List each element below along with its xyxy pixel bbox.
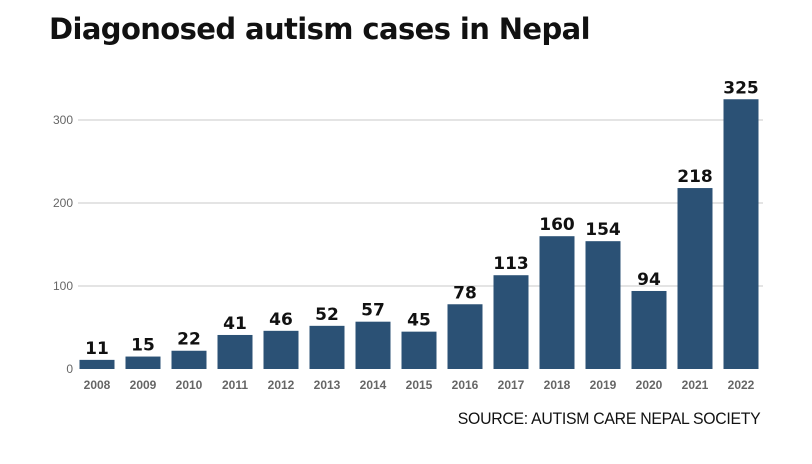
bar-value-label: 325 bbox=[723, 78, 759, 98]
bar-2014 bbox=[355, 321, 391, 369]
bar-2008 bbox=[79, 359, 115, 369]
bar-2015 bbox=[401, 331, 437, 369]
bar-value-label: 94 bbox=[637, 270, 661, 290]
bar-2013 bbox=[309, 325, 345, 369]
bar-value-label: 41 bbox=[223, 314, 247, 334]
bar-2011 bbox=[217, 334, 253, 369]
bar-value-label: 45 bbox=[407, 311, 431, 331]
x-tick-label: 2011 bbox=[222, 378, 248, 392]
y-tick-label: 200 bbox=[53, 196, 73, 210]
bar-2021 bbox=[677, 188, 713, 369]
bar-2022 bbox=[723, 99, 759, 369]
x-tick-label: 2016 bbox=[452, 378, 479, 392]
x-tick-label: 2013 bbox=[314, 378, 341, 392]
x-tick-label: 2021 bbox=[682, 378, 709, 392]
x-tick-label: 2019 bbox=[590, 378, 617, 392]
bar-2020 bbox=[631, 290, 667, 369]
bar-2016 bbox=[447, 304, 483, 369]
x-tick-label: 2010 bbox=[176, 378, 203, 392]
x-tick-label: 2018 bbox=[544, 378, 571, 392]
bar-value-label: 22 bbox=[177, 330, 201, 350]
y-tick-label: 300 bbox=[53, 113, 73, 127]
bar-2009 bbox=[125, 356, 161, 369]
bar-2019 bbox=[585, 241, 621, 369]
y-tick-label: 0 bbox=[66, 362, 73, 376]
bars bbox=[79, 99, 759, 369]
source-note: SOURCE: AUTISM CARE NEPAL SOCIETY bbox=[457, 409, 760, 428]
bar-value-labels: 11 15 22 41 46 52 57 45 78 113 160 154 94 218 325 bbox=[85, 78, 759, 359]
bar-2018 bbox=[539, 236, 575, 369]
x-tick-label: 2009 bbox=[130, 378, 157, 392]
gridlines bbox=[78, 119, 763, 287]
bar-2010 bbox=[171, 350, 207, 369]
bar-value-label: 160 bbox=[539, 215, 575, 235]
x-tick-label: 2020 bbox=[636, 378, 663, 392]
bar-value-label: 11 bbox=[85, 339, 109, 359]
x-tick-label: 2015 bbox=[406, 378, 433, 392]
bar-2012 bbox=[263, 330, 299, 369]
x-axis-ticks: 2008 2009 2010 2011 2012 2013 2014 2015 2016 2017… bbox=[84, 378, 755, 392]
x-tick-label: 2022 bbox=[728, 378, 755, 392]
bar-value-label: 46 bbox=[269, 310, 293, 330]
bar-value-label: 218 bbox=[677, 167, 713, 187]
x-tick-label: 2012 bbox=[268, 378, 295, 392]
x-tick-label: 2008 bbox=[84, 378, 111, 392]
chart-title: Diagonosed autism cases in Nepal bbox=[49, 12, 591, 46]
bar-value-label: 52 bbox=[315, 305, 339, 325]
x-tick-label: 2014 bbox=[360, 378, 387, 392]
y-axis-ticks: 0 100 200 300 bbox=[53, 113, 73, 376]
bar-2017 bbox=[493, 275, 529, 369]
bar-value-label: 15 bbox=[131, 336, 155, 356]
bar-value-label: 57 bbox=[361, 301, 385, 321]
bar-value-label: 154 bbox=[585, 220, 621, 240]
y-tick-label: 100 bbox=[53, 279, 73, 293]
bar-value-label: 78 bbox=[453, 283, 477, 303]
x-tick-label: 2017 bbox=[498, 378, 525, 392]
bar-value-label: 113 bbox=[493, 254, 529, 274]
